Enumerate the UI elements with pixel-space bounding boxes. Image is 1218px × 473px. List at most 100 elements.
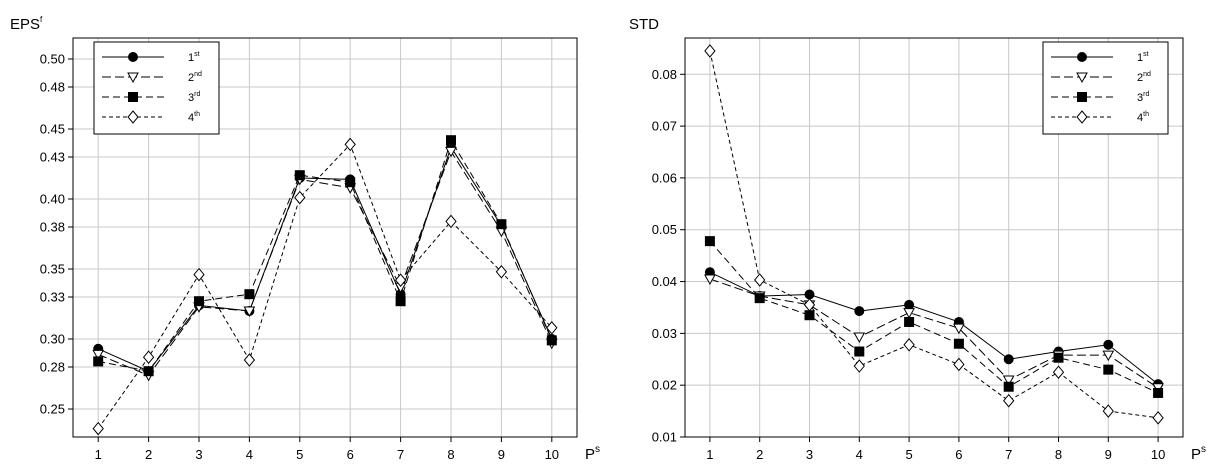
data-point: [803, 298, 816, 312]
y-axis-label: EPSf: [10, 15, 43, 33]
series-line: [709, 271, 1159, 385]
legend-label-sup: rd: [194, 91, 200, 98]
data-point: [853, 359, 865, 373]
y-tick-label: 0.50: [40, 52, 65, 67]
x-tick-label: 9: [1105, 447, 1112, 462]
y-tick-label: 0.07: [652, 119, 677, 134]
data-point: [1003, 381, 1014, 392]
x-tick-label: 3: [806, 447, 813, 462]
x-axis-label-main: P: [1191, 446, 1201, 463]
data-point: [1103, 339, 1114, 350]
legend-label-number: 4: [188, 112, 194, 124]
x-tick-label: 6: [955, 447, 962, 462]
data-point: [754, 273, 766, 287]
series-3: [704, 236, 1164, 398]
x-tick-label: 8: [447, 447, 454, 462]
data-point: [853, 332, 866, 344]
data-point: [294, 170, 305, 181]
y-tick-label: 0.28: [40, 360, 65, 375]
series-4: [92, 137, 558, 436]
legend-label-sup: st: [1143, 51, 1149, 58]
legend-label-number: 1: [188, 52, 194, 64]
data-point: [754, 293, 765, 304]
x-tick-label: 4: [856, 447, 863, 462]
y-tick-label: 0.01: [652, 430, 677, 445]
series-1: [93, 142, 557, 377]
data-point: [903, 337, 915, 352]
legend-label-sup: nd: [1143, 71, 1151, 78]
legend-label: 2nd: [1137, 71, 1151, 84]
data-point: [1103, 364, 1114, 375]
data-point: [93, 356, 104, 367]
data-point: [445, 214, 457, 229]
legend-marker: [1076, 72, 1088, 84]
legend-marker: [1077, 52, 1087, 62]
y-tick-label: 0.03: [652, 326, 677, 341]
data-point: [294, 190, 306, 205]
x-tick-label: 8: [1055, 447, 1062, 462]
data-point: [92, 421, 104, 436]
legend-marker: [128, 52, 138, 62]
data-point: [244, 289, 255, 300]
legend: 1st 2nd 3rd 4th: [93, 41, 220, 135]
legend-label-number: 2: [1137, 72, 1143, 84]
legend-marker: [1077, 92, 1087, 102]
data-point: [953, 323, 965, 335]
x-tick-label: 2: [756, 447, 763, 462]
series-line: [97, 146, 553, 372]
data-point: [395, 296, 406, 307]
y-tick-label: 0.30: [40, 332, 65, 347]
data-point: [193, 267, 205, 282]
data-point: [495, 265, 508, 279]
x-tick-label: 7: [397, 447, 404, 462]
data-point: [903, 308, 915, 319]
y-tick-label: 0.06: [652, 170, 677, 185]
data-point: [1102, 350, 1115, 362]
x-axis-label-main: P: [585, 446, 595, 463]
data-point: [546, 321, 558, 335]
y-tick-label: 0.05: [652, 222, 677, 237]
legend-label-number: 4: [1137, 112, 1143, 124]
y-tick-label: 0.40: [40, 192, 65, 207]
series-line: [97, 143, 553, 429]
legend-label-sup: th: [1143, 111, 1149, 118]
x-tick-label: 1: [706, 447, 713, 462]
legend-label-number: 1: [1137, 52, 1143, 64]
x-tick-label: 10: [1151, 447, 1165, 462]
data-point: [804, 310, 815, 321]
legend-marker: [1076, 110, 1088, 124]
data-point: [704, 274, 716, 285]
legend-label-number: 2: [188, 72, 194, 84]
y-tick-label: 0.38: [40, 220, 65, 235]
data-point: [904, 299, 915, 310]
data-point: [92, 349, 105, 361]
data-point: [1102, 404, 1114, 418]
eps-chart: 0.25 0.28 0.30 0.33 0.35 0.38 0.40 0.43 0.45 0.48…: [10, 15, 600, 463]
data-point: [142, 350, 155, 364]
data-point: [194, 296, 204, 307]
y-tick-label: 0.08: [652, 67, 677, 82]
legend-box: [1042, 41, 1169, 135]
legend-label: 3rd: [1137, 91, 1149, 104]
data-point: [345, 177, 356, 188]
plot-frame: [72, 37, 578, 438]
data-point: [953, 338, 964, 349]
data-point: [1152, 411, 1164, 425]
legend-box: [93, 41, 220, 135]
data-point: [804, 289, 815, 300]
grid: [73, 38, 577, 437]
x-tick-label: 5: [296, 447, 303, 462]
x-axis-label: Ps: [1191, 444, 1206, 463]
series-line: [709, 278, 1159, 389]
data-point: [394, 273, 407, 287]
data-point: [1002, 375, 1015, 387]
data-point: [1053, 352, 1064, 363]
data-point: [496, 219, 507, 230]
x-tick-label: 7: [1005, 447, 1012, 462]
data-point: [704, 44, 716, 58]
data-point: [904, 316, 915, 327]
legend-label: 2nd: [188, 71, 202, 84]
x-tick-label: 10: [545, 447, 559, 462]
y-tick-label: 0.04: [652, 274, 677, 289]
legend-marker: [127, 72, 139, 84]
